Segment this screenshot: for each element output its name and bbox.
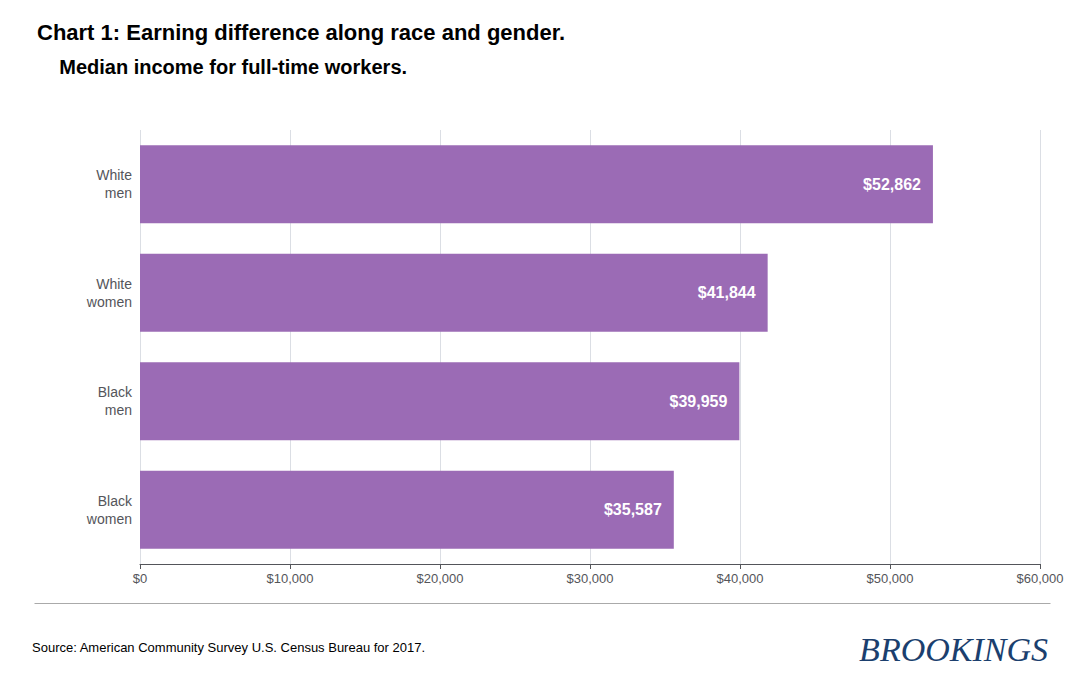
svg-text:Median income for full-time wo: Median income for full-time workers. <box>37 56 407 78</box>
svg-text:$10,000: $10,000 <box>267 571 314 586</box>
svg-text:$40,000: $40,000 <box>717 571 764 586</box>
svg-text:$39,959: $39,959 <box>670 393 728 410</box>
svg-text:$20,000: $20,000 <box>417 571 464 586</box>
svg-text:Chart 1: Earning difference al: Chart 1: Earning difference along race a… <box>37 20 565 45</box>
svg-text:$41,844: $41,844 <box>698 284 756 301</box>
svg-text:$0: $0 <box>133 571 147 586</box>
svg-text:White: White <box>96 167 132 183</box>
svg-text:White: White <box>96 276 132 292</box>
svg-text:men: men <box>105 185 132 201</box>
svg-text:$60,000: $60,000 <box>1017 571 1064 586</box>
svg-text:Source: American Community Sur: Source: American Community Survey U.S. C… <box>32 640 425 655</box>
svg-text:men: men <box>105 402 132 418</box>
svg-text:women: women <box>86 511 132 527</box>
svg-text:$50,000: $50,000 <box>867 571 914 586</box>
svg-text:$30,000: $30,000 <box>567 571 614 586</box>
svg-text:Black: Black <box>98 384 133 400</box>
svg-text:$52,862: $52,862 <box>863 176 921 193</box>
svg-text:Black: Black <box>98 493 133 509</box>
svg-text:$35,587: $35,587 <box>604 501 662 518</box>
svg-text:women: women <box>86 294 132 310</box>
svg-text:BROOKINGS: BROOKINGS <box>859 631 1048 668</box>
